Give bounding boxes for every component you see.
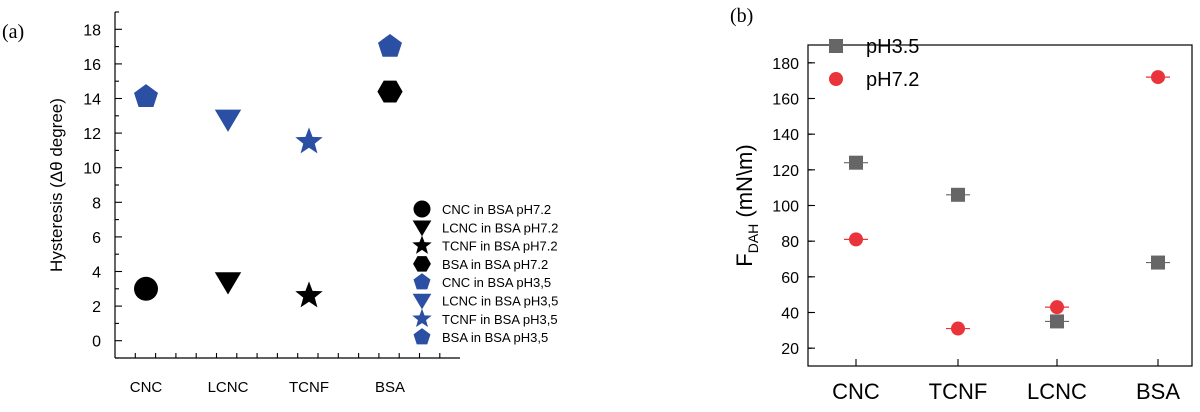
panel-a-x-tick-label-lcnc: LCNC (208, 379, 249, 396)
panel-b-y-tick-label: 20 (781, 341, 799, 358)
panel-b-x-tick-label-bsa: BSA (1136, 379, 1180, 404)
legend-marker-tcnf-in-bsa-ph7-2 (412, 235, 432, 254)
panel-b: (b) FDAH (mN\m) 20406080100120140160180 … (730, 5, 1193, 404)
panel-b-y-tick-label: 180 (772, 56, 799, 73)
panel-a-y-tick-label: 16 (83, 57, 101, 74)
point-ph7-2-tcnf (951, 321, 965, 336)
panel-b-x-tick-label-lcnc: LCNC (1027, 379, 1087, 404)
panel-a-x-tick-label-tcnf: TCNF (289, 379, 329, 396)
point-tcnf-in-bsa-ph3-5 (295, 127, 323, 154)
panel-b-plot-frame (807, 44, 1193, 367)
panel-b-label: (b) (730, 5, 753, 27)
panel-b-legend: pH3.5 pH7.2 (829, 36, 919, 91)
legend-marker-cnc-in-bsa-ph7-2 (413, 200, 431, 218)
legend-label-tcnf-in-bsa-ph3-5: TCNF in BSA pH3,5 (442, 312, 558, 327)
panel-a-x-tick-label-bsa: BSA (375, 379, 405, 396)
panel-a-y-tick-label: 6 (92, 230, 101, 247)
point-lcnc-in-bsa-ph7-2 (214, 272, 242, 295)
panel-b-y-tick-label: 160 (772, 92, 799, 109)
point-ph7-2-bsa (1151, 70, 1165, 85)
panel-a-y-axis-label: Hysteresis (Δθ degree) (47, 98, 66, 272)
panel-a-y-tick-label: 10 (83, 161, 101, 178)
point-ph3-5-lcnc (1050, 314, 1064, 329)
panel-b-y-label-sub: DAH (745, 224, 761, 254)
panel-a-y-tick-label: 0 (92, 334, 101, 351)
point-ph3-5-bsa (1151, 255, 1165, 270)
panel-a-y-tick-label: 18 (83, 22, 101, 39)
panel-a-y-tick-label: 2 (92, 299, 101, 316)
panel-a-y-tick-label: 14 (83, 92, 101, 109)
panel-b-y-tick-label: 140 (772, 127, 799, 144)
panel-b-y-label-unit: (mN\m) (732, 144, 757, 223)
panel-b-y-tick-label: 60 (781, 270, 799, 287)
panel-b-x-tick-label-cnc: CNC (832, 379, 880, 404)
panel-a-y-tick-label: 8 (92, 195, 101, 212)
legend-marker-lcnc-in-bsa-ph7-2 (412, 220, 432, 237)
point-cnc-in-bsa-ph3-5 (134, 84, 158, 107)
legend-label-cnc-in-bsa-ph7-2: CNC in BSA pH7.2 (442, 202, 551, 217)
panel-a-axes (114, 12, 460, 359)
panel-b-y-ticks: 20 40 60 80 100 120 140 160 180 (772, 56, 815, 358)
panel-a-legend: CNC in BSA pH7.2 LCNC in BSA pH7.2 TCNF in… (412, 200, 558, 345)
legend-marker-bsa-in-bsa-ph7-2 (413, 256, 431, 272)
panel-a-y-tick-label: 12 (83, 126, 101, 143)
panel-a-data-points (134, 34, 403, 308)
panel-b-y-tick-label: 100 (772, 199, 799, 216)
legend-label-ph3-5: pH3.5 (866, 36, 919, 58)
panel-b-y-tick-label: 40 (781, 306, 799, 323)
panel-a-label: (a) (2, 21, 24, 43)
legend-label-cnc-in-bsa-ph3-5: CNC in BSA pH3,5 (442, 275, 551, 290)
legend-marker-ph3-5 (829, 39, 843, 53)
point-ph7-2-cnc (849, 232, 863, 247)
point-ph3-5-cnc (849, 155, 863, 170)
panel-b-y-label-main: F (732, 253, 757, 266)
legend-marker-lcnc-in-bsa-ph3-5 (412, 293, 432, 310)
point-ph3-5-tcnf (951, 187, 965, 202)
legend-marker-ph7-2 (829, 72, 843, 86)
panel-b-axes (807, 44, 1193, 367)
panel-a: (a) Hysteresis (Δθ degree) 0 2 4 6 8 10 12 14 16… (2, 11, 558, 396)
legend-marker-cnc-in-bsa-ph3-5 (413, 273, 431, 290)
legend-label-ph7-2: pH7.2 (866, 69, 919, 91)
legend-label-lcnc-in-bsa-ph3-5: LCNC in BSA pH3,5 (442, 294, 558, 309)
legend-marker-bsa-in-bsa-ph3-5 (413, 328, 431, 345)
point-bsa-in-bsa-ph3-5 (378, 34, 402, 57)
legend-label-tcnf-in-bsa-ph7-2: TCNF in BSA pH7.2 (442, 239, 558, 254)
panel-a-y-tick-label: 4 (92, 265, 101, 282)
point-lcnc-in-bsa-ph3-5 (214, 109, 242, 132)
point-ph7-2-lcnc (1050, 300, 1064, 315)
legend-label-bsa-in-bsa-ph3-5: BSA in BSA pH3,5 (442, 330, 548, 345)
panel-a-x-tick-label-cnc: CNC (130, 379, 163, 396)
legend-marker-tcnf-in-bsa-ph3-5 (412, 308, 432, 328)
panel-b-data-points (844, 70, 1170, 336)
legend-label-bsa-in-bsa-ph7-2: BSA in BSA pH7.2 (442, 257, 548, 272)
panel-b-y-tick-label: 80 (781, 234, 799, 251)
panel-b-y-tick-label: 120 (772, 163, 799, 180)
panel-a-y-ticks: 0 2 4 6 8 10 12 14 16 18 (83, 11, 122, 359)
point-cnc-in-bsa-ph7-2 (134, 276, 158, 301)
point-bsa-in-bsa-ph7-2 (377, 80, 403, 103)
legend-label-lcnc-in-bsa-ph7-2: LCNC in BSA pH7.2 (442, 220, 558, 235)
panel-b-y-axis-label: FDAH (mN\m) (732, 144, 761, 266)
panel-b-x-tick-label-tcnf: TCNF (929, 379, 988, 404)
point-tcnf-in-bsa-ph7-2 (295, 281, 323, 308)
panel-b-x-ticks: CNC TCNF LCNC BSA (832, 359, 1180, 404)
panel-a-x-ticks: CNC LCNC TCNF BSA (130, 353, 441, 396)
